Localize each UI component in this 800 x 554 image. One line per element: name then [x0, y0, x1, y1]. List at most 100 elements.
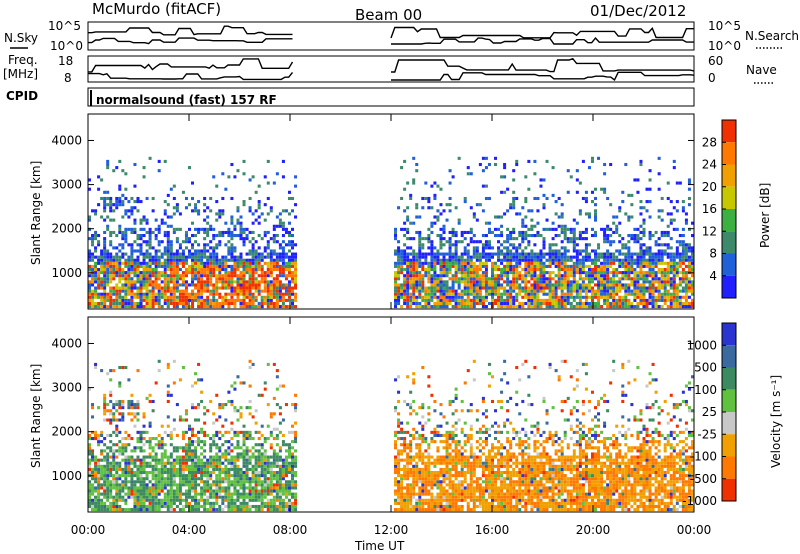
power-cell	[466, 298, 470, 302]
power-cell	[521, 277, 525, 281]
velocity-cell	[224, 474, 228, 478]
power-cell	[442, 227, 446, 231]
power-cell	[233, 286, 237, 290]
power-cell	[172, 289, 176, 293]
power-cell	[612, 274, 616, 278]
power-cell	[442, 261, 446, 265]
velocity-cell	[191, 406, 195, 410]
velocity-cell	[187, 486, 191, 490]
velocity-cell	[91, 486, 95, 490]
power-cell	[403, 227, 407, 231]
velocity-cell	[124, 498, 128, 502]
velocity-cell	[97, 443, 101, 447]
power-cell	[681, 234, 685, 238]
velocity-cell	[109, 390, 113, 394]
velocity-cell	[251, 486, 255, 490]
power-cell	[200, 301, 204, 306]
power-cell	[157, 286, 161, 290]
velocity-cell	[115, 449, 119, 453]
power-cell	[675, 274, 679, 278]
power-cell	[606, 252, 610, 256]
power-cell	[615, 267, 619, 272]
power-cell	[436, 295, 440, 299]
power-cell	[612, 280, 616, 284]
power-cell	[103, 280, 107, 284]
power-cell	[121, 301, 125, 306]
power-cell	[618, 261, 622, 265]
power-cell	[642, 305, 646, 309]
velocity-cell	[151, 399, 155, 404]
power-cell	[230, 277, 234, 281]
power-cell	[121, 289, 125, 293]
power-cell	[460, 234, 464, 238]
power-cell	[239, 264, 243, 268]
beam-title: Beam 00	[355, 6, 422, 24]
power-cell	[139, 221, 143, 225]
power-cell	[394, 230, 398, 234]
velocity-cell	[115, 480, 119, 484]
power-cell	[663, 286, 667, 290]
power-cell	[657, 295, 661, 299]
power-cell	[412, 255, 416, 259]
power-cell	[651, 286, 655, 290]
power-cell	[642, 283, 646, 287]
power-cell	[594, 230, 598, 234]
power-cell	[636, 283, 640, 287]
velocity-cell	[218, 458, 222, 462]
power-cell	[639, 283, 643, 287]
power-cell	[230, 295, 234, 299]
power-cell	[415, 301, 419, 306]
power-cell	[166, 267, 170, 272]
velocity-cell	[191, 464, 195, 468]
power-cell	[406, 280, 410, 284]
power-cell	[639, 206, 643, 210]
power-cell	[615, 230, 619, 234]
power-cell	[690, 246, 694, 250]
power-cell	[536, 286, 540, 290]
power-cell	[554, 252, 558, 256]
power-cell	[600, 264, 604, 268]
velocity-cell	[163, 486, 167, 490]
power-cell	[269, 258, 273, 262]
power-cell	[509, 280, 513, 284]
velocity-cell	[209, 508, 213, 512]
power-cell	[215, 261, 219, 265]
power-cell	[427, 289, 431, 293]
power-cell	[227, 280, 231, 284]
power-cell	[151, 292, 155, 296]
power-cell	[136, 289, 140, 293]
velocity-cell	[212, 433, 216, 437]
power-cell	[597, 156, 601, 160]
velocity-cell	[212, 470, 216, 475]
velocity-cell	[242, 470, 246, 475]
noise-search-trace	[391, 37, 694, 45]
velocity-cell	[100, 440, 104, 444]
power-cell	[642, 218, 646, 222]
power-cell	[597, 252, 601, 256]
power-cell	[242, 295, 246, 299]
power-cell	[533, 255, 537, 259]
velocity-cell	[248, 433, 252, 437]
velocity-cell	[160, 498, 164, 502]
power-cell	[203, 203, 207, 207]
power-cell	[627, 264, 631, 268]
velocity-cell	[100, 470, 104, 475]
velocity-cell	[236, 418, 240, 422]
power-cell	[554, 301, 558, 306]
power-cell	[139, 292, 143, 296]
power-cell	[118, 187, 122, 191]
power-cell	[166, 261, 170, 265]
power-cell	[181, 249, 185, 253]
velocity-cell	[242, 483, 246, 487]
power-cell	[418, 243, 422, 247]
power-cell	[133, 200, 137, 204]
power-cell	[172, 277, 176, 281]
velocity-cell	[191, 508, 195, 512]
power-cell	[542, 274, 546, 278]
velocity-cell	[109, 449, 113, 453]
velocity-cell	[172, 418, 176, 422]
power-cell	[672, 289, 676, 293]
power-cell	[554, 286, 558, 290]
velocity-cell	[227, 495, 231, 499]
power-cell	[572, 246, 576, 250]
